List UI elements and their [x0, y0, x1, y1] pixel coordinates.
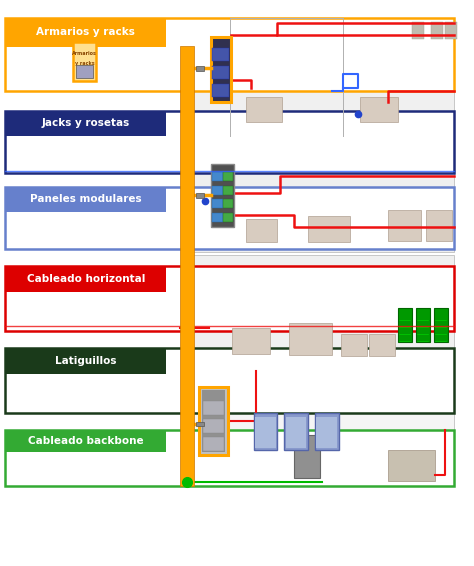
Bar: [315, 413, 338, 449]
Bar: [212, 84, 229, 97]
Bar: [5, 18, 166, 47]
Bar: [255, 417, 276, 448]
Bar: [317, 417, 337, 448]
Bar: [232, 328, 270, 354]
Bar: [445, 22, 457, 39]
Bar: [388, 449, 436, 481]
Bar: [5, 266, 166, 292]
Bar: [76, 65, 93, 78]
Text: Paneles modulares: Paneles modulares: [30, 195, 142, 204]
Bar: [426, 209, 452, 241]
Bar: [223, 213, 233, 222]
Text: y racks: y racks: [74, 61, 94, 66]
Bar: [5, 348, 166, 374]
Bar: [203, 401, 224, 414]
Text: Latiguillos: Latiguillos: [55, 356, 117, 366]
Bar: [196, 193, 204, 198]
Bar: [254, 413, 277, 449]
Bar: [180, 46, 193, 486]
Bar: [212, 172, 223, 181]
Text: Cableado backbone: Cableado backbone: [28, 436, 144, 446]
Bar: [388, 209, 421, 241]
Bar: [203, 419, 224, 432]
Bar: [73, 42, 96, 81]
Bar: [199, 388, 228, 455]
Bar: [431, 22, 443, 39]
Bar: [5, 266, 455, 331]
Bar: [5, 18, 455, 91]
Bar: [5, 111, 455, 173]
Bar: [284, 413, 308, 449]
Bar: [223, 172, 233, 181]
Bar: [201, 391, 225, 452]
Bar: [192, 255, 455, 365]
Text: Cableado horizontal: Cableado horizontal: [27, 274, 145, 284]
Bar: [294, 435, 319, 478]
Bar: [5, 187, 166, 212]
Bar: [212, 48, 229, 61]
Bar: [5, 348, 455, 413]
Bar: [212, 66, 229, 79]
Bar: [203, 437, 224, 451]
Bar: [211, 165, 234, 226]
Bar: [212, 213, 223, 222]
Bar: [434, 308, 448, 342]
Bar: [412, 22, 424, 39]
Bar: [212, 186, 223, 195]
Bar: [286, 417, 307, 448]
Bar: [223, 199, 233, 208]
Bar: [196, 422, 204, 426]
Bar: [308, 216, 350, 242]
Bar: [416, 308, 430, 342]
Bar: [223, 186, 233, 195]
Bar: [246, 97, 282, 122]
Text: Armarios: Armarios: [72, 52, 97, 57]
Bar: [5, 430, 166, 452]
Bar: [196, 66, 204, 71]
Bar: [289, 323, 331, 355]
Bar: [369, 334, 395, 357]
Bar: [360, 97, 398, 122]
Bar: [211, 37, 231, 102]
Text: Jacks y rosetas: Jacks y rosetas: [42, 118, 130, 128]
Bar: [212, 199, 223, 208]
Text: Armarios y racks: Armarios y racks: [36, 27, 135, 37]
Bar: [5, 430, 455, 486]
Bar: [192, 139, 455, 252]
Bar: [246, 219, 277, 242]
Bar: [398, 308, 412, 342]
Bar: [5, 187, 455, 249]
Bar: [341, 334, 367, 357]
Bar: [192, 18, 455, 136]
Bar: [5, 111, 166, 136]
Bar: [192, 367, 455, 486]
